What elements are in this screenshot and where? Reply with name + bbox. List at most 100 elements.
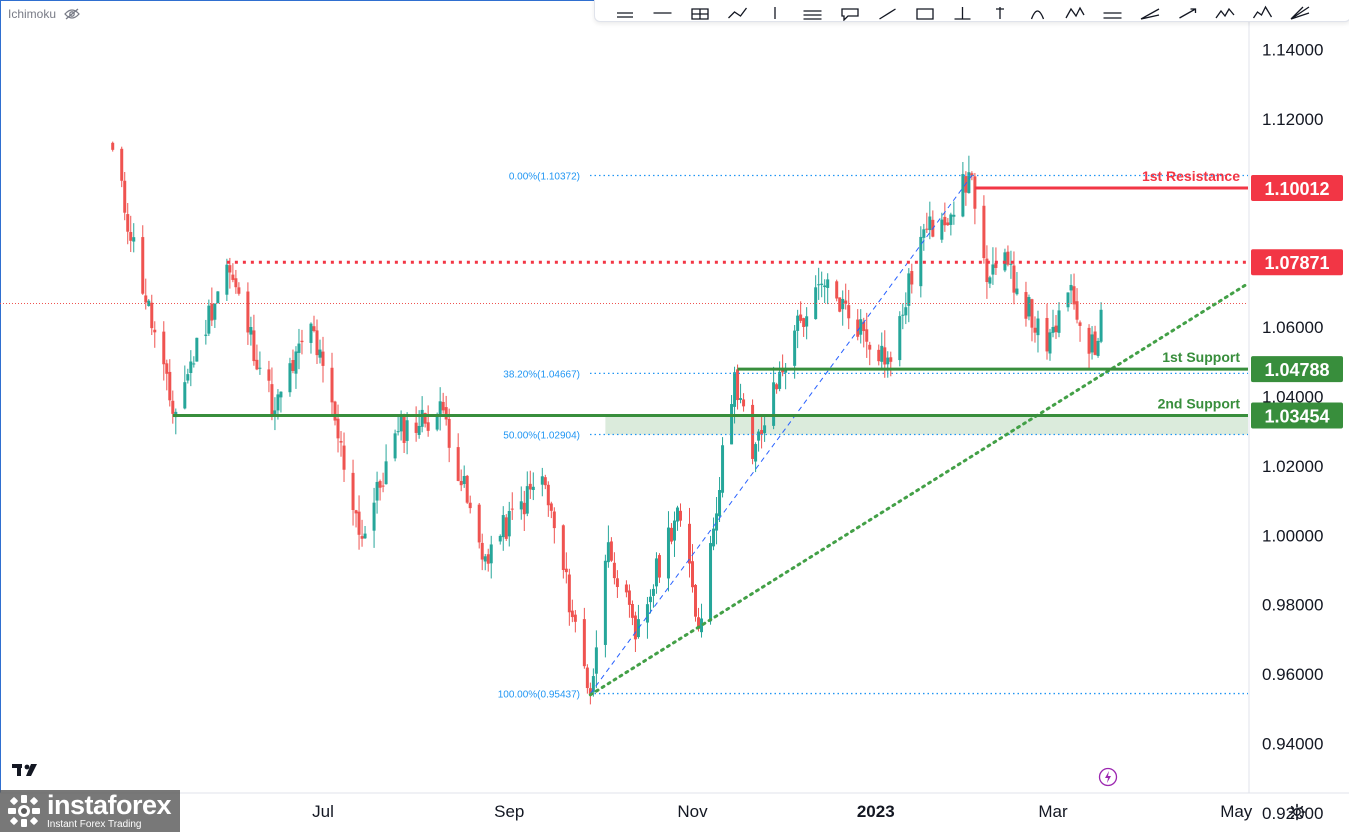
candle [258, 367, 262, 369]
drawing-toolbar [594, 0, 1349, 22]
lightning-icon[interactable] [1098, 767, 1118, 787]
indicator-legend[interactable]: Ichimoku [8, 7, 80, 21]
path-icon[interactable] [728, 7, 748, 19]
candle [1048, 332, 1052, 354]
candle [372, 502, 376, 531]
time-tick-label: Sep [494, 802, 524, 821]
candle [952, 214, 956, 217]
candle [123, 180, 127, 213]
price-badge [1251, 249, 1343, 276]
candle [291, 359, 295, 371]
candle [336, 418, 340, 439]
price-range-icon[interactable] [996, 7, 1004, 19]
candle [991, 264, 995, 275]
candle [654, 558, 658, 587]
pattern-icon[interactable] [1215, 7, 1235, 19]
candle [778, 371, 782, 389]
candle [994, 262, 998, 268]
fib-fan-icon[interactable] [1140, 8, 1160, 20]
candle [1045, 317, 1049, 352]
candle [111, 142, 115, 150]
candle [252, 330, 256, 362]
level-name-label: 1st Resistance [1142, 168, 1240, 184]
candle [982, 205, 986, 259]
candle [546, 484, 550, 506]
rectangle-icon[interactable] [916, 8, 934, 20]
candle [435, 414, 439, 430]
candle [844, 300, 848, 304]
candle [594, 647, 598, 674]
candle [129, 232, 133, 241]
candle [438, 401, 442, 415]
candle [288, 363, 292, 393]
candle [1036, 318, 1040, 336]
candle [144, 295, 148, 303]
candle [483, 556, 487, 562]
callout-icon[interactable] [841, 8, 859, 22]
head-shoulders-icon[interactable] [1252, 5, 1273, 19]
candle [721, 445, 725, 493]
candle [901, 314, 905, 316]
candle [648, 596, 652, 603]
candle [405, 420, 409, 441]
candle [585, 667, 589, 689]
candle [237, 287, 241, 294]
eye-slash-icon[interactable] [64, 8, 80, 20]
candle [1054, 325, 1058, 333]
price-tick-label: 1.14000 [1262, 41, 1323, 60]
gann-fan-icon[interactable] [1290, 6, 1310, 20]
candle [462, 476, 466, 485]
candle [459, 480, 463, 486]
candle [210, 303, 214, 321]
fib-level-label: 38.20%(1.04667) [503, 369, 580, 380]
candle [213, 303, 217, 320]
candle [754, 444, 758, 462]
ascending-trendline [588, 282, 1250, 697]
candle [1057, 310, 1061, 333]
time-tick-label: Jul [312, 802, 334, 821]
horizontal-ray-icon[interactable] [803, 10, 822, 20]
candle [841, 298, 845, 310]
candle [985, 258, 989, 283]
candle [1087, 327, 1091, 354]
candle [946, 222, 950, 226]
grid-icon[interactable] [691, 8, 709, 20]
candle [477, 504, 481, 543]
curve-icon[interactable] [1030, 10, 1045, 20]
arrow-line-icon[interactable] [1179, 8, 1197, 19]
price-tick-label: 1.02000 [1262, 457, 1323, 476]
candle [823, 285, 827, 288]
candle [276, 394, 280, 411]
candle [255, 359, 259, 370]
candle [883, 347, 887, 365]
candle [126, 214, 130, 232]
candle [651, 588, 655, 596]
elliott-wave-icon[interactable] [1065, 6, 1085, 19]
candle [300, 340, 304, 343]
candle [814, 287, 818, 320]
candle [730, 404, 734, 445]
candle [342, 445, 346, 470]
candle [1066, 292, 1070, 308]
candle [504, 517, 508, 539]
candle [294, 351, 298, 374]
candle [615, 578, 619, 588]
cross-lines-icon[interactable] [617, 12, 633, 18]
trend-line-icon[interactable] [879, 8, 896, 20]
candle [531, 486, 535, 490]
candle [760, 429, 764, 435]
time-tick-label: May [1220, 802, 1253, 821]
candle [420, 409, 424, 427]
candle [672, 520, 676, 541]
candle [907, 273, 911, 306]
candle [189, 361, 193, 374]
settings-gear-icon[interactable] [1288, 803, 1306, 821]
date-range-icon[interactable] [954, 7, 971, 20]
parallel-lines-icon[interactable] [1103, 12, 1122, 19]
candle [1051, 326, 1055, 333]
candle [279, 391, 283, 398]
candle [486, 554, 490, 564]
candle [919, 236, 923, 287]
candle [757, 431, 761, 441]
